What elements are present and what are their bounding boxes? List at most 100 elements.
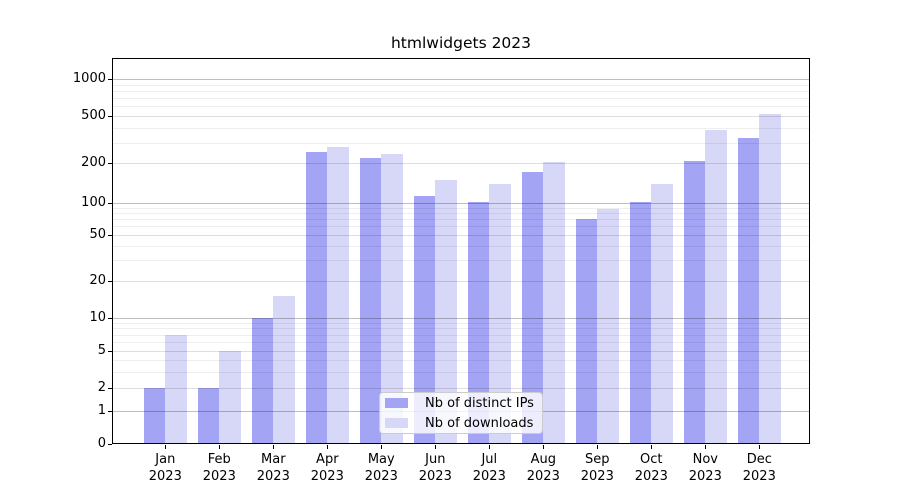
bar-distinct-ips-jul [467,201,490,444]
x-tick-apr [327,445,329,449]
x-tick-feb [219,445,221,449]
x-tick-dec [759,445,761,449]
gridline-20 [112,280,810,282]
x-tick-year: 2023 [688,468,722,484]
x-tick-may [381,445,383,449]
x-tick-jul [489,445,491,449]
legend-swatch-distinct-ips [385,398,408,408]
bar-distinct-ips-dec [737,138,760,444]
y-tick-100 [108,202,112,204]
bar-downloads-sep [597,209,619,444]
gridline-200 [112,163,810,165]
bar-distinct-ips-mar [251,317,274,444]
gridline-5 [112,350,810,352]
x-tick-month: May [367,452,395,467]
gridline-400 [112,127,810,129]
bar-downloads-feb [219,350,241,444]
legend-row: Nb of distinct IPs [385,397,542,410]
x-tick-month: Sep [585,452,610,467]
x-tick-month: Jun [425,452,446,467]
legend-label-downloads: Nb of downloads [425,415,534,431]
gridline-10 [112,317,810,319]
bar-downloads-jul [489,183,511,444]
chart-title: htmlwidgets 2023 [390,34,532,52]
y-tick-label-500: 500 [81,108,106,124]
y-tick-label-20: 20 [89,272,106,288]
bar-distinct-ips-sep [575,218,598,444]
gridline-9 [112,322,810,324]
x-tick-label-nov: Nov 2023 [670,452,740,485]
gridline-6 [112,342,810,344]
x-tick-label-dec: Dec 2023 [724,452,794,485]
gridline-30 [112,260,810,262]
bar-distinct-ips-aug [521,171,544,444]
gridline-500 [112,116,810,118]
bar-downloads-jun [435,179,457,444]
gridline-60 [112,226,810,228]
x-tick-year: 2023 [472,468,506,484]
bar-distinct-ips-jun [413,196,436,444]
x-tick-year: 2023 [742,468,776,484]
gridline-80 [112,213,810,214]
gridline-40 [112,245,810,247]
x-tick-year: 2023 [148,468,182,484]
y-tick-500 [108,116,112,118]
legend-swatch-downloads [385,418,408,428]
gridline-4 [112,359,810,361]
x-tick-month: Feb [207,452,231,467]
bar-downloads-apr [327,146,349,444]
x-tick-label-jul: Jul 2023 [454,452,524,485]
x-tick-label-jan: Jan 2023 [130,452,200,485]
legend-row: Nb of downloads [385,417,542,430]
x-tick-month: Nov [692,452,718,467]
gridline-700 [112,98,810,100]
x-tick-aug [543,445,545,449]
x-tick-oct [651,445,653,449]
y-tick-200 [108,163,112,165]
y-tick-50 [108,234,112,236]
bar-downloads-aug [543,162,565,444]
y-tick-5 [108,350,112,352]
bar-distinct-ips-may [359,158,382,444]
gridline-1000 [112,79,810,80]
x-tick-label-mar: Mar 2023 [238,452,308,485]
y-tick-2 [108,388,112,390]
x-tick-jan [165,445,167,449]
x-tick-label-oct: Oct 2023 [616,452,686,485]
x-tick-year: 2023 [256,468,290,484]
y-tick-20 [108,280,112,282]
x-tick-sep [597,445,599,449]
x-tick-year: 2023 [310,468,344,484]
x-tick-year: 2023 [418,468,452,484]
x-tick-month: Oct [640,452,663,467]
x-tick-month: Dec [746,452,772,467]
gridline-100 [112,202,810,204]
y-tick-1 [108,411,112,412]
y-tick-label-1000: 1000 [72,71,106,86]
y-tick-label-100: 100 [81,194,106,210]
gridline-3 [112,371,810,373]
x-tick-month: Jan [155,452,176,467]
x-tick-year: 2023 [364,468,398,484]
gridline-800 [112,91,810,92]
bar-distinct-ips-apr [305,151,328,444]
gridline-900 [112,84,810,86]
gridline-90 [112,207,810,209]
x-tick-jun [435,445,437,449]
legend-label-distinct-ips: Nb of distinct IPs [425,395,534,411]
x-tick-month: Apr [316,452,339,467]
x-tick-mar [273,445,275,449]
x-tick-month: Mar [261,452,286,467]
y-tick-label-50: 50 [89,226,106,242]
y-tick-1000 [108,79,112,80]
x-tick-nov [705,445,707,449]
plot-area: Nb of distinct IPs Nb of downloads [112,58,810,444]
y-tick-label-200: 200 [81,155,106,171]
y-tick-label-1: 1 [97,403,106,418]
x-tick-year: 2023 [580,468,614,484]
bar-downloads-oct [651,183,673,444]
gridline-8 [112,328,810,330]
bar-distinct-ips-feb [197,388,220,444]
x-tick-label-apr: Apr 2023 [292,452,362,485]
gridline-50 [112,234,810,236]
